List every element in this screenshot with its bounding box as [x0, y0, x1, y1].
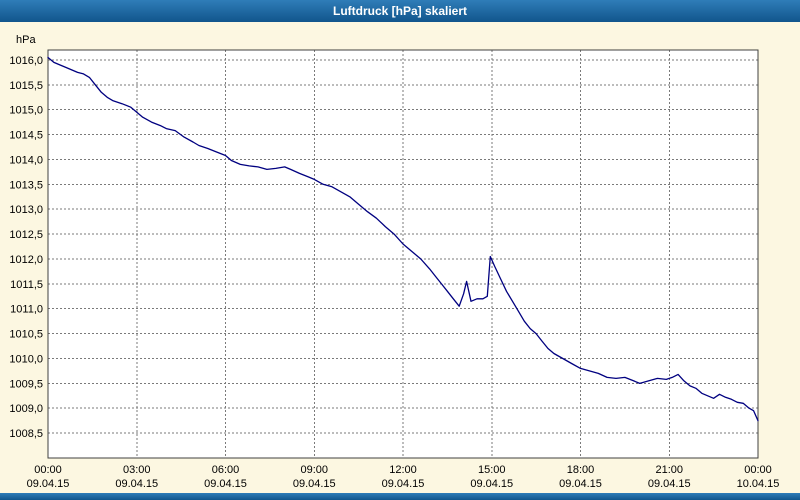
y-tick-label: 1011,0	[10, 304, 43, 316]
x-tick-time-label: 15:00	[478, 464, 506, 476]
y-tick-label: 1014,0	[9, 154, 43, 166]
plot-frame	[47, 49, 759, 459]
y-tick-label: 1008,5	[9, 428, 43, 440]
x-tick-time-label: 18:00	[567, 464, 595, 476]
chart-title: Luftdruck [hPa] skaliert	[332, 4, 468, 18]
y-tick-label: 1009,0	[9, 403, 43, 415]
x-tick-time-label: 09:00	[300, 464, 328, 476]
y-tick-label: 1009,5	[9, 378, 43, 390]
y-axis-unit-label: hPa	[16, 34, 36, 46]
y-tick-label: 1010,5	[9, 329, 43, 341]
chart-title-bar: Luftdruck [hPa] skaliert	[0, 0, 800, 22]
x-tick-date-label: 09.04.15	[470, 478, 513, 490]
x-tick-date-label: 09.04.15	[204, 478, 247, 490]
y-tick-label: 1012,0	[9, 254, 43, 266]
bottom-border-bar	[0, 493, 800, 500]
y-tick-label: 1013,0	[9, 204, 43, 216]
y-tick-label: 1010,0	[9, 353, 43, 365]
y-tick-label: 1011,5	[10, 279, 43, 291]
y-tick-label: 1015,5	[9, 80, 43, 92]
y-tick-label: 1016,0	[9, 55, 43, 67]
x-tick-date-label: 09.04.15	[382, 478, 425, 490]
x-tick-date-label: 09.04.15	[559, 478, 602, 490]
x-tick-date-label: 09.04.15	[293, 478, 336, 490]
y-tick-label: 1013,5	[9, 179, 43, 191]
y-tick-label: 1012,5	[9, 229, 43, 241]
x-tick-date-label: 09.04.15	[27, 478, 70, 490]
x-tick-date-label: 09.04.15	[115, 478, 158, 490]
x-tick-time-label: 00:00	[34, 464, 62, 476]
y-tick-label: 1015,0	[9, 105, 43, 117]
x-tick-time-label: 12:00	[389, 464, 417, 476]
x-tick-time-label: 06:00	[212, 464, 240, 476]
x-tick-time-label: 00:00	[744, 464, 772, 476]
x-tick-date-label: 10.04.15	[737, 478, 780, 490]
y-tick-label: 1014,5	[9, 130, 43, 142]
pressure-line	[47, 56, 759, 422]
x-tick-time-label: 03:00	[123, 464, 151, 476]
x-tick-time-label: 21:00	[655, 464, 683, 476]
x-tick-date-label: 09.04.15	[648, 478, 691, 490]
